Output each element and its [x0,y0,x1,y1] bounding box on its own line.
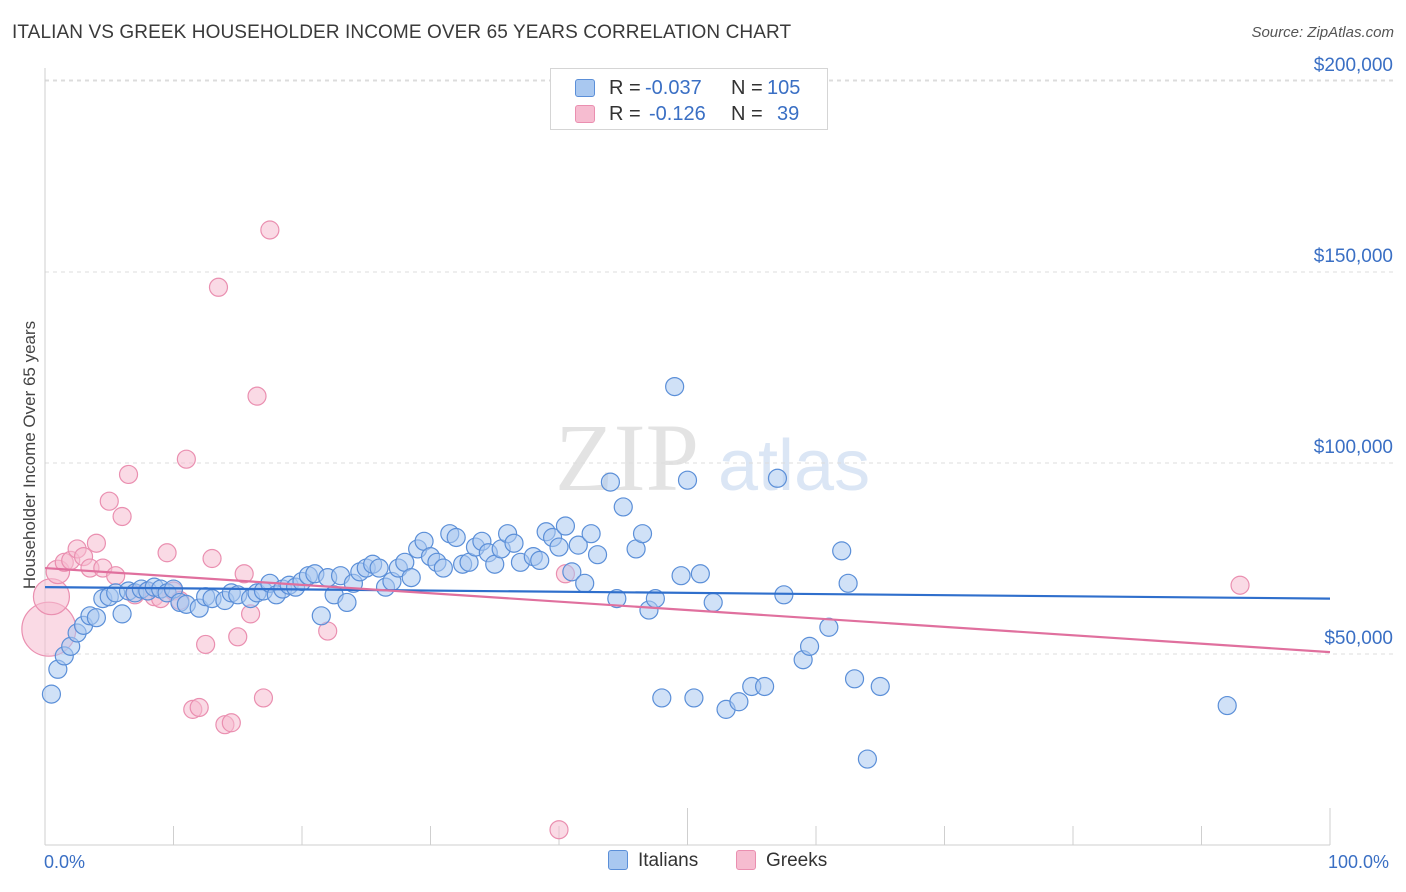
italian-point [684,688,704,708]
italian-point [86,608,107,628]
italian-point [555,516,576,536]
legend-item-greeks: Greeks [736,850,827,872]
legend-greeks-swatch [736,850,756,870]
legend-italians-label: Italians [638,850,699,871]
italian-point [832,541,852,561]
italians-r-label: R = [609,77,641,99]
y-tick-label: $150,000 [1314,246,1393,267]
italian-point [844,669,865,689]
y-tick-label: $200,000 [1314,55,1393,76]
greek-point [106,566,126,586]
chart-title: ITALIAN VS GREEK HOUSEHOLDER INCOME OVER… [12,22,792,43]
italian-point [401,567,421,588]
greeks-r-label: R = [609,103,641,125]
greeks-r-value: -0.126 [649,103,706,125]
italian-point [703,592,723,613]
greek-point [176,449,196,469]
greek-point [86,533,107,553]
legend-italians-swatch [608,850,628,870]
greeks-trend-line [44,566,1331,654]
italian-point [665,377,685,397]
correlation-legend: R = -0.037 N = 105 R = -0.126 N = 39 [550,68,828,130]
italians-swatch [575,79,595,97]
italian-point [690,564,710,584]
italian-point [838,573,858,593]
italian-point [819,617,839,637]
y-tick-label: $50,000 [1324,628,1393,649]
italian-point [446,527,466,548]
greeks-points [21,220,1250,840]
italian-point [562,562,582,582]
greek-point [260,220,280,240]
italian-point [549,537,569,557]
italians-r-value: -0.037 [645,77,702,99]
greeks-swatch [575,105,595,123]
x-min-label: 0.0% [44,852,86,872]
italian-point [530,550,550,571]
watermark: ZIP atlas [555,404,870,511]
greek-point [118,464,139,485]
legend-item-italians: Italians [608,850,698,872]
greek-point [221,713,241,733]
italian-point [857,749,878,769]
italian-point [311,606,331,626]
italian-point [337,592,357,613]
y-tick-label: $100,000 [1314,437,1393,458]
italians-points [41,377,1237,769]
greek-point [99,491,119,511]
italians-n-label: N = [731,77,763,99]
italian-point [754,676,775,697]
italian-point [799,636,820,656]
italian-point [671,566,691,586]
greek-point [157,543,177,563]
italian-point [607,589,627,609]
italian-point [600,472,621,492]
watermark-zip: ZIP [555,404,699,511]
legend-row-greeks: R = -0.126 N = 39 [551,101,827,127]
legend-greeks-label: Greeks [766,850,828,871]
watermark-atlas: atlas [718,426,870,506]
italian-point [575,573,595,593]
greek-point [253,688,274,708]
italian-point [1217,695,1237,716]
greek-point [208,277,229,297]
italian-point [581,524,601,544]
greek-point [196,634,216,655]
italian-point [729,692,749,712]
greek-point [202,548,222,569]
italian-point [369,558,389,578]
italian-point [433,558,453,578]
italian-point [652,688,672,708]
series-legend: Italians Greeks [0,850,1406,878]
italian-point [112,604,132,624]
italian-point [41,684,62,704]
italians-trend-line [44,586,1331,600]
trend-lines [44,566,1331,654]
italian-point [504,533,524,553]
x-max-label: 100.0% [1328,852,1390,872]
greek-point [32,578,71,616]
italians-n-value: 105 [767,77,801,99]
italian-point [677,470,698,490]
greek-point [1230,575,1250,595]
greek-point [228,627,248,647]
legend-row-italians: R = -0.037 N = 105 [551,75,827,101]
greek-point [112,506,132,527]
italian-point [613,497,633,517]
italian-point [587,545,608,565]
italian-point [870,676,890,697]
greeks-n-value: 39 [777,103,800,125]
greek-point [234,564,254,584]
italian-point [767,468,788,488]
axes [44,68,1331,846]
italian-point [632,524,653,544]
greeks-n-label: N = [731,103,763,125]
y-tick-labels: $50,000 $100,000 $150,000 $200,000 [1314,55,1393,649]
greek-point [549,820,569,840]
italian-point [568,535,588,555]
greek-point [189,697,209,718]
greek-point [247,386,267,406]
source-label: Source: ZipAtlas.com [1251,24,1394,41]
